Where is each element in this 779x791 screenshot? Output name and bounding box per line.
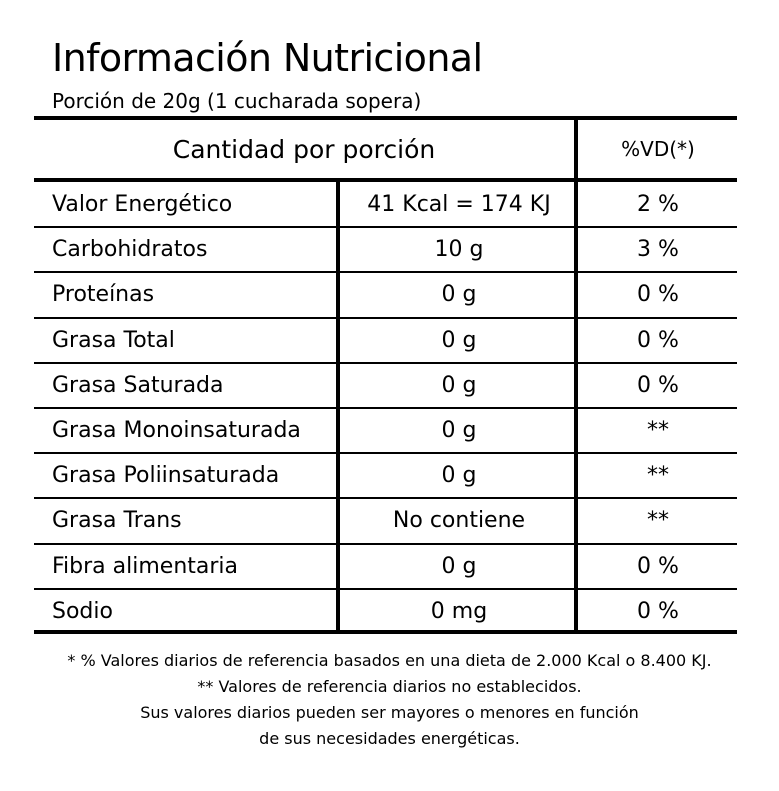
row-divider [34, 271, 737, 274]
footnote-not-established: ** Valores de referencia diarios no esta… [197, 677, 582, 696]
nutrient-name: Grasa Total [52, 327, 175, 353]
serving-size: Porción de 20g (1 cucharada sopera) [52, 89, 422, 113]
nutrition-table: Cantidad por porción %VD(*) Valor Energé… [34, 116, 737, 634]
footnote-reference: * % Valores diarios de referencia basado… [67, 651, 712, 670]
vd-column-divider [574, 116, 578, 634]
nutrient-vd: 0 % [637, 553, 679, 579]
footnote-variation: Sus valores diarios pueden ser mayores o… [140, 703, 639, 722]
nutrient-name: Fibra alimentaria [52, 553, 239, 579]
nutrient-vd: ** [647, 418, 669, 443]
nutrient-vd: 2 % [637, 192, 679, 217]
label-title: Información Nutricional [52, 36, 483, 80]
nutrient-vd: 3 % [637, 237, 679, 263]
nutrient-name: Grasa Saturada [52, 372, 224, 398]
nutrient-amount: 0 mg [430, 598, 488, 624]
nutrient-name: Grasa Poliinsaturada [52, 463, 280, 489]
footnote-energy-needs: de sus necesidades energéticas. [259, 729, 520, 748]
nutrient-vd: ** [647, 508, 669, 534]
table-top-rule [34, 116, 737, 120]
row-divider [34, 226, 737, 229]
amount-column-divider [336, 178, 340, 634]
nutrient-vd: 0 % [637, 282, 679, 308]
nutrient-name: Carbohidratos [52, 237, 208, 263]
nutrient-amount: 0 g [441, 282, 477, 308]
footnotes: * % Valores diarios de referencia basado… [0, 648, 779, 752]
nutrient-name: Grasa Monoinsaturada [52, 418, 301, 443]
row-divider [34, 452, 737, 455]
nutrient-amount: 10 g [434, 237, 484, 263]
header-vd: %VD(*) [621, 137, 695, 161]
nutrient-amount: 0 g [441, 463, 477, 489]
nutrient-vd: 0 % [637, 598, 679, 624]
row-divider [34, 316, 737, 319]
nutrient-amount: 41 Kcal = 174 KJ [367, 192, 551, 217]
row-divider [34, 542, 737, 545]
nutrient-amount: 0 g [441, 553, 477, 579]
nutrient-amount: 0 g [441, 418, 477, 443]
nutrient-vd: 0 % [637, 327, 679, 353]
row-divider [34, 407, 737, 409]
header-quantity: Cantidad por porción [172, 134, 436, 164]
row-divider [34, 497, 737, 500]
table-bottom-rule [34, 630, 737, 634]
nutrient-name: Grasa Trans [52, 508, 182, 534]
nutrient-name: Sodio [52, 598, 113, 624]
row-divider [34, 587, 737, 590]
nutrient-name: Proteínas [52, 282, 155, 308]
row-divider [34, 361, 737, 364]
nutrient-amount: 0 g [441, 327, 477, 353]
nutrient-vd: ** [647, 463, 669, 489]
nutrient-amount: 0 g [441, 372, 477, 398]
header-rule [34, 178, 737, 182]
nutrient-name: Valor Energético [52, 192, 233, 217]
nutrient-amount: No contiene [392, 508, 526, 534]
nutrient-vd: 0 % [637, 372, 679, 398]
